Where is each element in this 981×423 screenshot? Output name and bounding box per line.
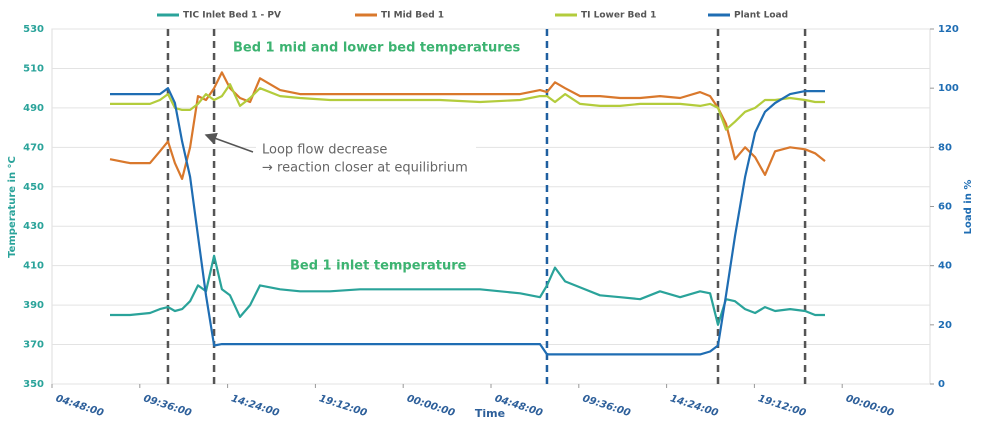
y-tick-label: 470 — [23, 142, 44, 153]
x-tick-label: 19:12:00 — [318, 393, 369, 419]
series-line — [110, 83, 825, 131]
y-tick-label: 530 — [23, 24, 44, 35]
series-line — [110, 87, 825, 356]
y-tick-label: 450 — [23, 182, 44, 193]
y-tick-label: 350 — [23, 379, 44, 390]
x-tick-label: 00:00:00 — [405, 393, 456, 419]
plot-area — [51, 28, 931, 385]
legend-label: TIC Inlet Bed 1 - PV — [183, 11, 281, 21]
x-tick-label: 14:24:00 — [230, 393, 281, 419]
y-axis-label: Temperature in °C — [7, 156, 18, 258]
y2-tick-label: 80 — [938, 142, 952, 153]
x-tick-label: 14:24:00 — [669, 393, 720, 419]
y2-tick-label: 40 — [938, 261, 952, 272]
annotation: Loop flow decrease — [262, 143, 387, 158]
y-tick-label: 410 — [23, 261, 44, 272]
annotation: → reaction closer at equilibrium — [262, 161, 468, 176]
annotation: Bed 1 mid and lower bed temperatures — [233, 41, 521, 56]
x-axis-label: Time — [475, 407, 505, 420]
y-tick-label: 390 — [23, 300, 44, 311]
legend-label: TI Lower Bed 1 — [581, 11, 656, 21]
x-tick-label: 09:36:00 — [142, 393, 193, 419]
y2-tick-label: 100 — [938, 83, 959, 94]
series-line — [109, 71, 826, 180]
x-tick-label: 09:36:00 — [581, 393, 632, 419]
annotation-bg — [256, 138, 476, 178]
x-tick-label: 04:48:00 — [54, 393, 105, 419]
y2-tick-label: 20 — [938, 320, 952, 331]
y2-tick-label: 120 — [938, 24, 959, 35]
y2-axis-label: Load in % — [963, 180, 974, 235]
x-tick-label: 00:00:00 — [844, 393, 895, 419]
y-tick-label: 370 — [23, 340, 44, 351]
y2-tick-label: 60 — [938, 202, 952, 213]
series-line — [110, 254, 825, 326]
x-tick-label: 19:12:00 — [757, 393, 808, 419]
annotation: Bed 1 inlet temperature — [290, 259, 467, 274]
y-tick-label: 430 — [23, 221, 44, 232]
legend-label: Plant Load — [734, 11, 788, 21]
legend-label: TI Mid Bed 1 — [381, 11, 444, 21]
y2-tick-label: 0 — [938, 379, 945, 390]
y-tick-label: 510 — [23, 63, 44, 74]
y-tick-label: 490 — [23, 103, 44, 114]
